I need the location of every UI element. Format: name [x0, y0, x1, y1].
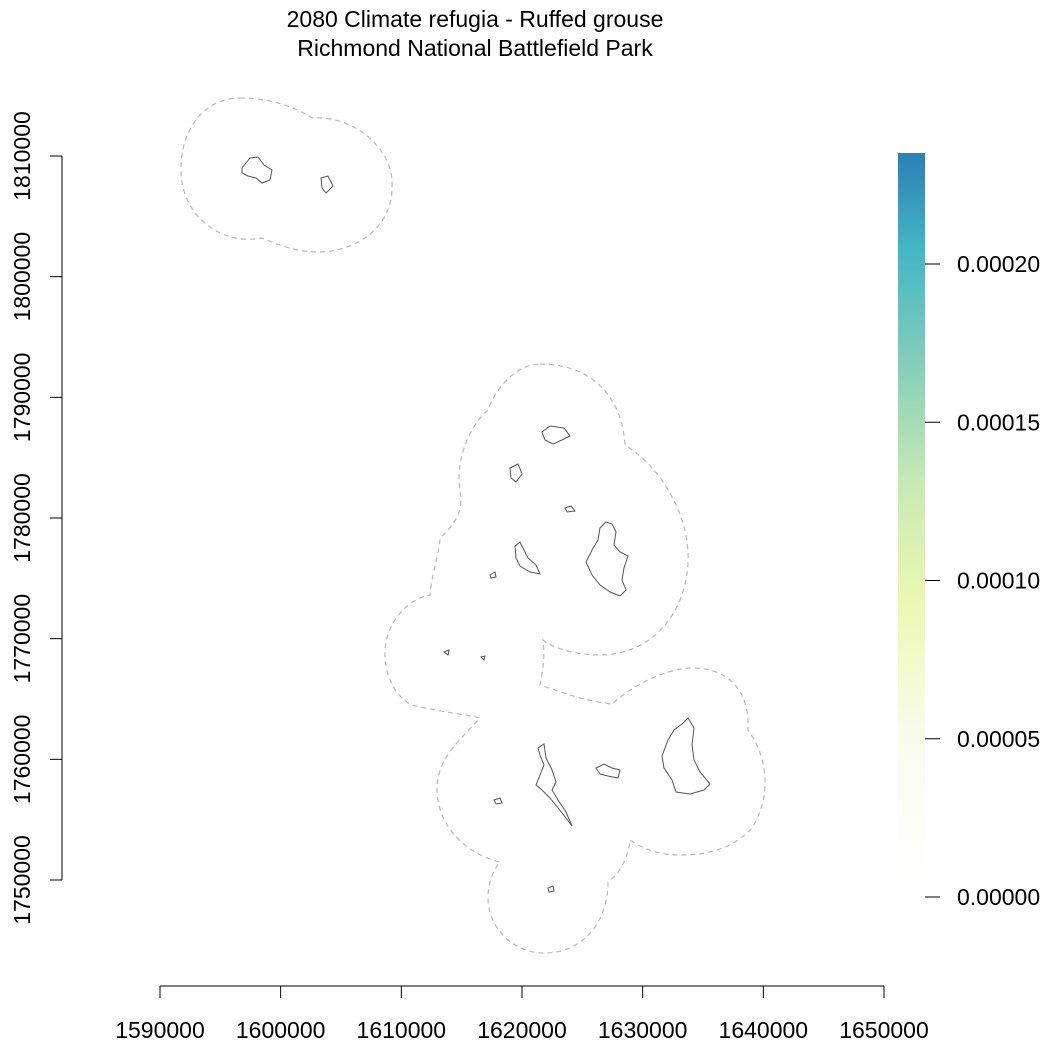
park-unit-i — [595, 763, 621, 779]
park-unit-e — [489, 571, 497, 579]
y-tick-label: 1750000 — [9, 835, 35, 925]
park-unit-b — [509, 463, 523, 483]
x-tick-label: 1590000 — [115, 1017, 205, 1043]
legend-tick-label: 0.00010 — [957, 568, 1040, 594]
park-unit-large-upper — [585, 521, 629, 597]
y-tick-label: 1770000 — [9, 594, 35, 684]
y-tick-label: 1810000 — [9, 111, 35, 201]
colorbar — [898, 153, 925, 880]
x-tick-label: 1600000 — [236, 1017, 326, 1043]
legend-ticks: 0.00000 0.00005 0.00010 0.00015 0.00020 — [925, 251, 1040, 910]
park-unit-c — [564, 505, 576, 513]
park-unit-j — [493, 797, 503, 805]
x-tick-label: 1610000 — [357, 1017, 447, 1043]
park-unit-nw2 — [320, 175, 334, 194]
park-unit-k — [547, 885, 555, 893]
park-units — [241, 156, 711, 893]
legend-tick-label: 0.00005 — [957, 726, 1040, 752]
x-tick-label: 1630000 — [598, 1017, 688, 1043]
color-legend: 0.00000 0.00005 0.00010 0.00015 0.00020 — [898, 153, 1040, 910]
legend-tick-label: 0.00000 — [957, 884, 1040, 910]
park-unit-d — [514, 541, 541, 575]
buffer-zones — [180, 97, 766, 954]
y-tick-label: 1800000 — [9, 232, 35, 322]
x-tick-label: 1650000 — [839, 1017, 929, 1043]
map-title: 2080 Climate refugia - Ruffed grouse — [287, 6, 664, 32]
legend-tick-label: 0.00020 — [957, 251, 1040, 277]
buffer-zone-upper-cluster — [384, 363, 766, 954]
x-tick-label: 1640000 — [719, 1017, 809, 1043]
y-tick-label: 1790000 — [9, 353, 35, 443]
legend-tick-label: 0.00015 — [957, 409, 1040, 435]
x-tick-label: 1620000 — [477, 1017, 567, 1043]
y-tick-label: 1780000 — [9, 473, 35, 563]
park-unit-f — [442, 649, 450, 656]
y-tick-label: 1760000 — [9, 715, 35, 805]
park-unit-h — [535, 743, 573, 827]
y-axis: 1750000 1760000 1770000 1780000 1790000 18000… — [9, 111, 63, 925]
park-unit-a — [541, 425, 571, 445]
map-subtitle: Richmond National Battlefield Park — [297, 35, 653, 61]
park-unit-nw1 — [241, 156, 273, 184]
park-unit-g — [480, 655, 486, 661]
buffer-zone-north — [180, 97, 393, 253]
park-unit-large-lower — [661, 717, 711, 795]
x-axis: 1590000 1600000 1610000 1620000 1630000 16400… — [115, 985, 929, 1043]
